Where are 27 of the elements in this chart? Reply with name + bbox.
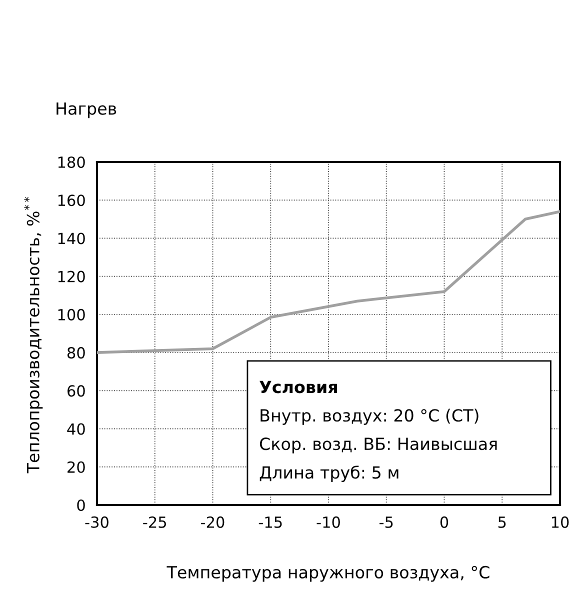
y-tick-label: 140	[58, 232, 85, 244]
y-tick-label: 100	[58, 308, 85, 320]
x-tick-label: -10	[316, 516, 340, 528]
x-axis-title: Температура наружного воздуха, °C	[166, 566, 490, 582]
line-series	[97, 210, 560, 354]
annotation: Скор. возд. ВБ: Наивысшая	[260, 438, 497, 454]
annotation: Условия	[260, 380, 337, 394]
chart-title: Нагрев	[56, 102, 116, 118]
annotation: Длина труб: 5 м	[260, 466, 398, 482]
x-tick-label: -5	[380, 516, 393, 528]
x-tick-label: -25	[143, 516, 166, 528]
y-tick-label: 180	[58, 156, 85, 168]
y-tick-label: 80	[67, 347, 85, 359]
y-tick-label: 60	[68, 385, 85, 397]
x-tick-label: 0	[440, 516, 448, 528]
x-tick-label: -20	[201, 516, 224, 528]
annotation: Внутр. воздух: 20 °C (СТ)	[260, 408, 478, 425]
y-tick-label: 20	[68, 461, 85, 473]
x-tick-label: -15	[258, 516, 282, 528]
y-tick-label: 0	[77, 499, 85, 512]
y-tick-label: 120	[58, 270, 85, 282]
y-tick-label: 160	[58, 194, 85, 206]
y-axis-title: Теплопроизводительность, %$^{**}$	[24, 196, 43, 474]
x-tick-label: -30	[85, 516, 108, 528]
x-tick-label: 10	[552, 516, 569, 528]
y-tick-label: 40	[67, 423, 85, 435]
x-tick-label: 5	[498, 516, 506, 528]
